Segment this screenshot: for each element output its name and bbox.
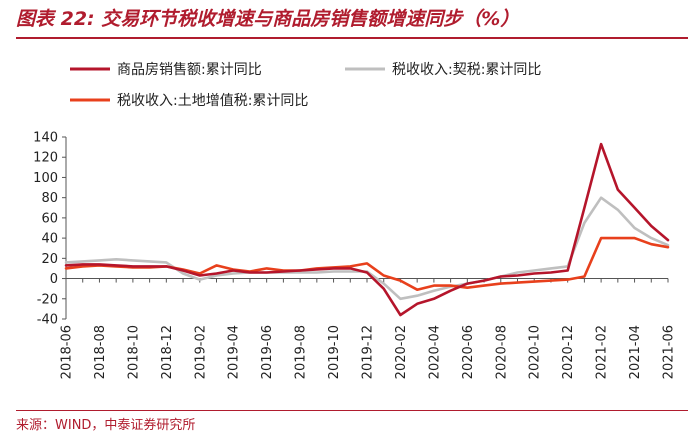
x-tick-label: 2020-06 [461, 325, 476, 379]
legend-label-2: 税收收入:契税:累计同比 [392, 62, 541, 78]
x-tick-label: 2020-12 [561, 325, 576, 379]
y-tick-label: 140 [33, 131, 58, 146]
x-tick-label: 2019-10 [327, 325, 342, 379]
y-tick-label: 80 [41, 191, 58, 206]
x-tick-label: 2019-04 [227, 325, 242, 379]
x-tick-label: 2021-06 [662, 325, 677, 379]
x-tick-label: 2018-06 [60, 325, 75, 379]
figure-title: 图表 22: 交易环节税收增速与商品房销售额增速同步（%） [16, 8, 520, 30]
y-tick-label: 20 [41, 252, 58, 267]
x-tick-label: 2018-12 [160, 325, 175, 379]
series-line-1 [64, 142, 670, 317]
series-line-2 [64, 196, 670, 301]
x-tick-label: 2021-04 [628, 325, 643, 379]
x-tick-label: 2018-10 [126, 325, 141, 379]
x-tick-label: 2019-02 [193, 325, 208, 379]
y-tick-label: 120 [33, 151, 58, 166]
x-tick-label: 2020-10 [528, 325, 543, 379]
source-rule [16, 410, 688, 411]
title-rule [16, 37, 688, 39]
y-tick-label: 100 [33, 171, 58, 186]
x-tick-label: 2020-02 [394, 325, 409, 379]
y-tick-label: 0 [50, 272, 58, 287]
plot-area [64, 142, 670, 317]
y-tick-label: -20 [37, 292, 58, 307]
x-tick-label: 2019-12 [361, 325, 376, 379]
y-tick-label: -40 [37, 313, 58, 328]
x-tick-label: 2018-08 [93, 325, 108, 379]
source-note: 来源：WIND，中泰证券研究所 [16, 418, 196, 433]
x-tick-label: 2019-08 [294, 325, 309, 379]
x-tick-label: 2020-08 [494, 325, 509, 379]
y-tick-label: 40 [41, 232, 58, 247]
y-tick-label: 60 [41, 211, 58, 226]
legend-label-3: 税收收入:土地增值税:累计同比 [117, 93, 308, 109]
legend-label-1: 商品房销售额:累计同比 [117, 62, 262, 78]
x-tick-label: 2021-02 [595, 325, 610, 379]
x-tick-label: 2020-04 [427, 325, 442, 379]
axes: -40 -20 0 20 40 60 80 100 120 140 2018-06 2018-08 20… [33, 131, 676, 380]
x-tick-label: 2019-06 [260, 325, 275, 379]
